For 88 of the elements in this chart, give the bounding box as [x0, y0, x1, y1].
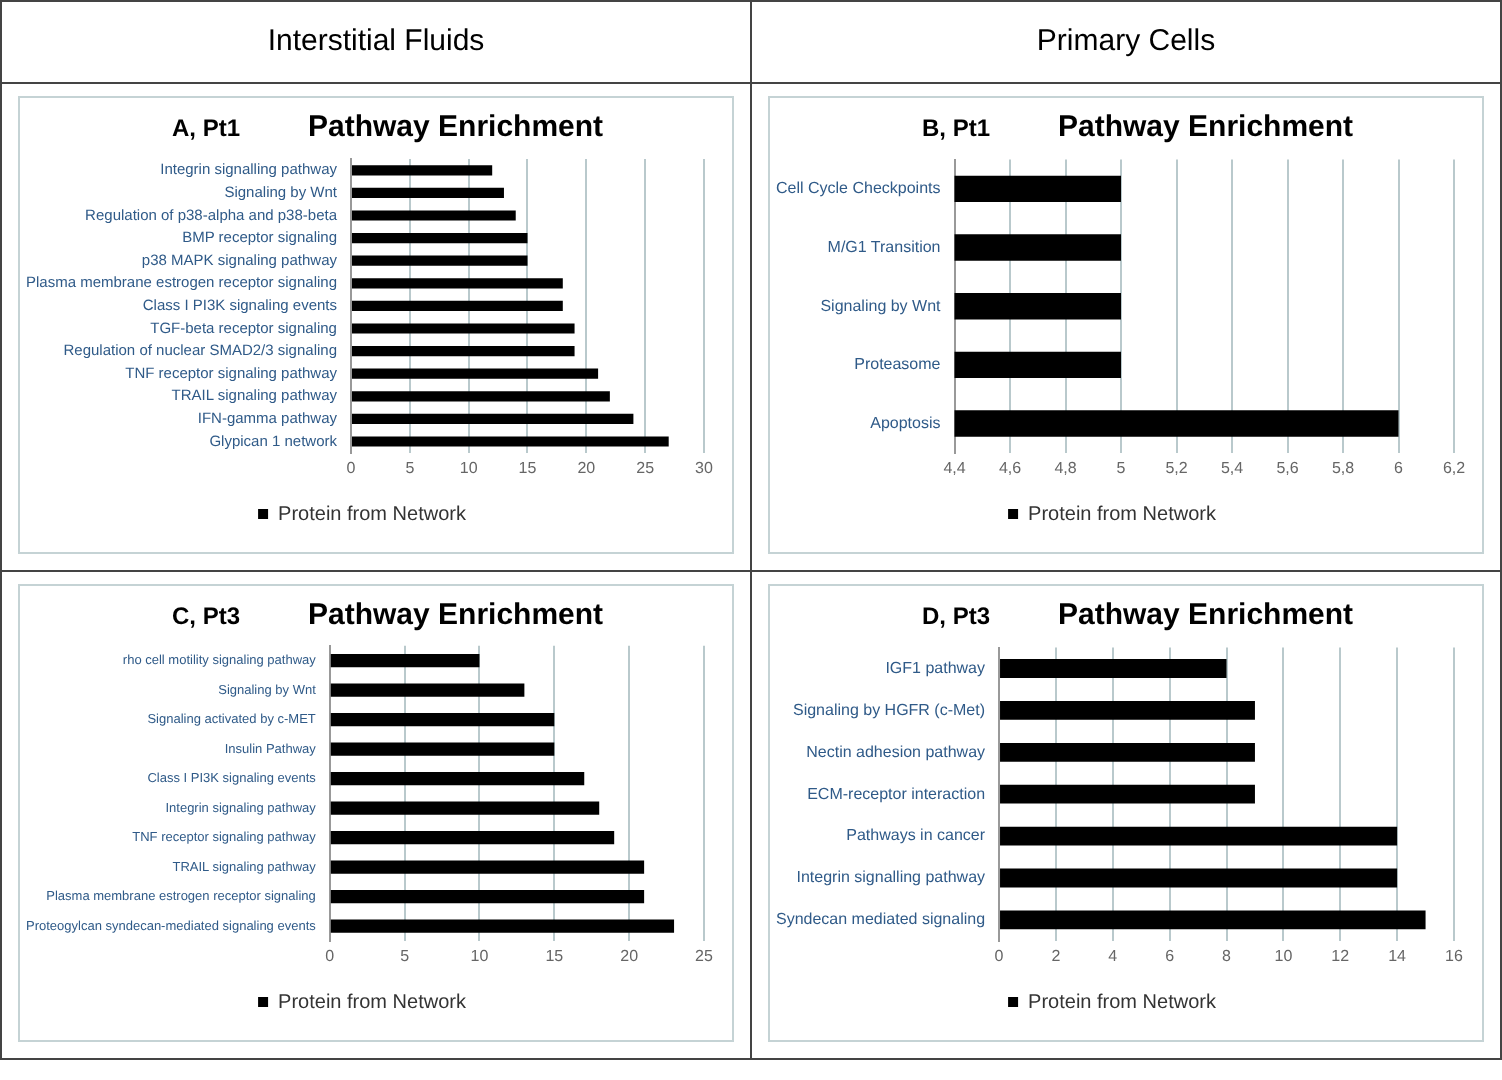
- bar: [351, 210, 516, 221]
- bar: [1000, 701, 1255, 720]
- chart-subtitle: C, Pt3: [169, 602, 240, 630]
- y-tick-label: Pathways in cancer: [846, 826, 986, 845]
- bar: [1000, 910, 1426, 930]
- x-tick-label: 5: [400, 946, 411, 965]
- chart-subtitle: B, Pt1: [919, 114, 990, 142]
- x-tick-label: 4: [1108, 946, 1119, 965]
- x-tick-label: 6: [1165, 946, 1176, 965]
- chart-title: Pathway Enrichment: [1058, 110, 1354, 144]
- chart-subtitle: D, Pt3: [919, 602, 990, 630]
- bar: [330, 801, 600, 815]
- bar: [351, 187, 504, 198]
- x-tick-label: 5: [1116, 458, 1127, 477]
- bar: [351, 278, 563, 289]
- bar: [330, 712, 555, 727]
- x-tick-label: 10: [470, 946, 490, 965]
- chart-title: Pathway Enrichment: [1058, 598, 1354, 632]
- y-tick-label: IGF1 pathway: [885, 658, 986, 677]
- x-tick-label: 8: [1222, 946, 1233, 965]
- x-tick-label: 5: [405, 458, 416, 477]
- x-tick-label: 0: [994, 946, 1005, 965]
- bar: [1000, 659, 1227, 678]
- x-tick-label: 4,8: [1054, 458, 1078, 477]
- bar: [351, 165, 493, 176]
- chart-title: Pathway Enrichment: [308, 598, 604, 632]
- y-tick-label: Cell Cycle Checkpoints: [775, 179, 941, 198]
- y-tick-label: Proteasome: [854, 355, 942, 374]
- x-tick-label: 2: [1051, 946, 1062, 965]
- chart-subtitle: A, Pt1: [169, 114, 240, 142]
- x-tick-label: 15: [518, 458, 538, 477]
- bar: [330, 742, 555, 756]
- bar: [351, 323, 575, 334]
- x-tick-label: 20: [577, 458, 597, 477]
- x-tick-label: 25: [636, 458, 656, 477]
- legend-label: Protein from Network: [278, 503, 468, 526]
- x-tick-label: 6: [1394, 458, 1405, 477]
- bar: [330, 771, 585, 786]
- x-tick-label: 20: [620, 946, 640, 965]
- legend-label: Protein from Network: [1028, 991, 1218, 1014]
- x-tick-label: 0: [346, 458, 357, 477]
- y-tick-label: Nectin adhesion pathway: [806, 742, 986, 761]
- x-tick-label: 5,6: [1276, 458, 1300, 477]
- x-tick-label: 5,8: [1331, 458, 1356, 477]
- bar: [1000, 742, 1255, 762]
- y-tick-label: Integrin signalling pathway: [796, 868, 986, 887]
- text: Primary Cells: [752, 2, 1500, 84]
- x-tick-label: 14: [1388, 946, 1408, 965]
- bar: [351, 233, 528, 244]
- x-tick-label: 0: [325, 946, 336, 965]
- y-tick-label: Syndecan mediated signaling: [776, 910, 986, 929]
- x-tick-label: 25: [695, 946, 714, 965]
- x-tick-label: 15: [545, 946, 565, 965]
- y-tick-label: M/G1 Transition: [827, 237, 941, 256]
- y-tick-label: Signaling by HGFR (c-Met): [792, 700, 986, 719]
- bar: [351, 436, 669, 447]
- bar: [330, 860, 645, 874]
- x-tick-label: 10: [1274, 946, 1294, 965]
- x-tick-label: 16: [1445, 946, 1464, 965]
- y-tick-label: Signaling by Wnt: [820, 296, 943, 315]
- bar: [330, 889, 645, 904]
- bar: [351, 368, 599, 379]
- bar: [351, 391, 610, 402]
- legend-label: Protein from Network: [278, 991, 468, 1014]
- x-tick-label: 4,6: [998, 458, 1023, 477]
- x-tick-label: 12: [1331, 946, 1351, 965]
- bar: [351, 413, 634, 424]
- bar: [330, 653, 480, 668]
- bar: [351, 346, 575, 357]
- bar: [1000, 784, 1255, 804]
- bar: [1000, 868, 1398, 888]
- bar: [330, 830, 615, 845]
- bar: [351, 300, 563, 311]
- x-tick-label: 5,4: [1220, 458, 1245, 477]
- text: Interstitial Fluids: [2, 2, 750, 84]
- bar: [1000, 826, 1398, 846]
- x-tick-label: 5,2: [1165, 458, 1189, 477]
- bar: [351, 255, 528, 266]
- chart-title: Pathway Enrichment: [308, 110, 604, 144]
- bar: [330, 683, 525, 697]
- x-tick-label: 6,2: [1442, 458, 1467, 477]
- x-tick-label: 10: [459, 458, 479, 477]
- x-tick-label: 4,4: [943, 458, 967, 477]
- bar: [330, 919, 675, 933]
- x-tick-label: 30: [695, 458, 714, 477]
- y-tick-label: ECM-receptor interaction: [807, 784, 986, 803]
- y-tick-label: Apoptosis: [870, 413, 941, 432]
- legend-label: Protein from Network: [1028, 503, 1218, 526]
